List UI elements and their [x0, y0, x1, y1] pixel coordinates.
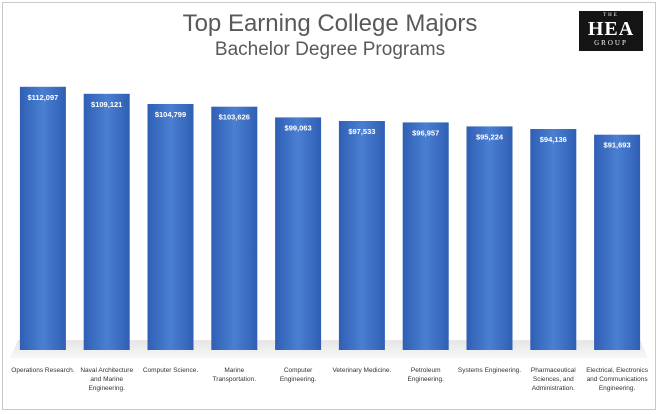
- value-label-10: $91,693: [604, 141, 631, 150]
- chart-title: Top Earning College Majors: [182, 10, 478, 37]
- category-label-2: Naval Architecture and Marine Engineering.: [80, 367, 133, 392]
- value-label-4: $103,626: [219, 113, 250, 122]
- category-label-1: Operations Research.: [11, 367, 74, 374]
- bar-1: [19, 86, 66, 351]
- logo-line-group: GROUP: [594, 39, 628, 47]
- category-label-7: Petroleum Engineering.: [407, 367, 444, 383]
- value-label-3: $104,799: [155, 110, 186, 119]
- bar-10: [594, 134, 641, 350]
- category-label-8: Systems Engineering.: [458, 367, 521, 374]
- category-label-6: Veterinary Medicine.: [332, 367, 391, 374]
- value-label-2: $109,121: [91, 100, 122, 109]
- bar-2: [83, 93, 130, 351]
- logo-line-the: THE: [603, 13, 619, 18]
- bar-9: [530, 129, 577, 350]
- value-label-8: $95,224: [476, 132, 504, 141]
- bar-5: [275, 117, 322, 351]
- category-label-4: Marine Transportation.: [213, 367, 257, 383]
- chart-subtitle: Bachelor Degree Programs: [214, 39, 446, 60]
- bar-6: [338, 121, 385, 350]
- bar-4: [211, 106, 258, 350]
- value-label-5: $99,063: [285, 123, 312, 132]
- category-label-9: Pharmaceutical Sciences, and Administratio…: [531, 367, 576, 392]
- value-label-9: $94,136: [540, 135, 567, 144]
- value-label-6: $97,533: [348, 127, 375, 136]
- category-label-3: Computer Science.: [143, 367, 198, 374]
- value-label-1: $112,097: [27, 93, 58, 102]
- bar-8: [466, 126, 513, 351]
- hea-group-logo: THE HEA GROUP: [579, 11, 643, 51]
- logo-line-hea: HEA: [587, 18, 635, 40]
- value-label-7: $96,957: [412, 128, 439, 137]
- category-label-10: Electrical, Electronics and Communication…: [586, 367, 649, 392]
- category-label-5: Computer Engineering.: [280, 367, 317, 383]
- bar-3: [147, 104, 194, 350]
- bar-7: [402, 122, 449, 351]
